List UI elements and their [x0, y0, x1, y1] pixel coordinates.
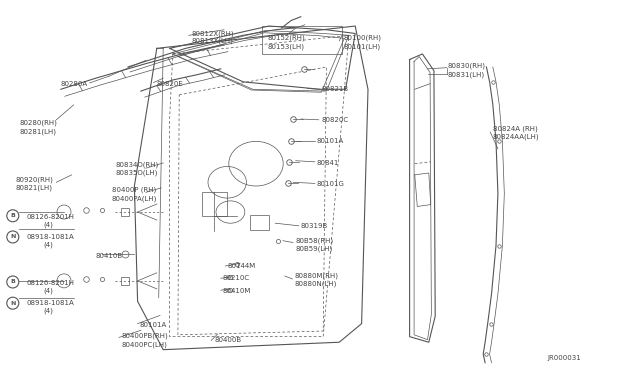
Text: 80820E: 80820E	[157, 81, 184, 87]
Bar	[250, 215, 269, 230]
Text: 80101(LH): 80101(LH)	[343, 43, 380, 50]
Text: 80400B: 80400B	[214, 337, 241, 343]
Text: 80821B: 80821B	[321, 86, 348, 92]
Text: 80410B: 80410B	[96, 253, 123, 259]
Text: 80841: 80841	[317, 160, 339, 166]
Text: 80B58(RH): 80B58(RH)	[296, 238, 334, 244]
Text: 80280(RH): 80280(RH)	[19, 119, 57, 126]
Text: 80210C: 80210C	[223, 275, 250, 281]
Text: B: B	[10, 279, 15, 285]
Text: N: N	[10, 234, 15, 240]
Text: 80830(RH): 80830(RH)	[448, 62, 486, 69]
Text: 80834O(RH): 80834O(RH)	[115, 161, 159, 168]
Text: 08918-1081A: 08918-1081A	[27, 234, 75, 240]
Text: 80820C: 80820C	[321, 117, 348, 123]
Text: (4): (4)	[44, 287, 53, 294]
Text: JR000031: JR000031	[547, 355, 581, 361]
Text: (4): (4)	[44, 308, 53, 314]
Text: 80280A: 80280A	[61, 81, 88, 87]
Text: 80101A: 80101A	[317, 138, 344, 144]
Text: 80400PC(LH): 80400PC(LH)	[122, 341, 168, 348]
Text: B: B	[10, 213, 15, 218]
Text: 80410M: 80410M	[223, 288, 251, 294]
Bar	[121, 208, 129, 216]
Text: 08126-8201H: 08126-8201H	[27, 280, 75, 286]
Text: 80101G: 80101G	[317, 181, 345, 187]
Text: 80400PB(RH): 80400PB(RH)	[122, 333, 168, 339]
Text: 80824AA(LH): 80824AA(LH)	[493, 133, 540, 140]
Text: 08126-8201H: 08126-8201H	[27, 214, 75, 219]
Text: 80821(LH): 80821(LH)	[16, 185, 53, 191]
Text: 80880M(RH): 80880M(RH)	[294, 273, 339, 279]
Text: 80144M: 80144M	[227, 263, 255, 269]
Text: 80812X(RH): 80812X(RH)	[192, 30, 235, 37]
Text: 80400PA(LH): 80400PA(LH)	[112, 195, 157, 202]
Text: 80319B: 80319B	[301, 223, 328, 229]
Text: 80153(LH): 80153(LH)	[268, 43, 305, 50]
Text: 80835O(LH): 80835O(LH)	[115, 170, 157, 176]
Text: 80B59(LH): 80B59(LH)	[296, 246, 333, 253]
Text: (4): (4)	[44, 241, 53, 248]
Text: 80824A (RH): 80824A (RH)	[493, 125, 538, 132]
Text: (4): (4)	[44, 221, 53, 228]
Bar	[262, 26, 342, 54]
Text: 80101A: 80101A	[140, 322, 167, 328]
Text: 80880N(LH): 80880N(LH)	[294, 281, 337, 288]
Bar	[202, 192, 227, 216]
Text: 80281(LH): 80281(LH)	[19, 128, 56, 135]
Text: N: N	[10, 301, 15, 306]
Text: 80831(LH): 80831(LH)	[448, 71, 485, 78]
Text: 80152(RH): 80152(RH)	[268, 35, 305, 41]
Bar	[121, 277, 129, 285]
Text: 80100(RH): 80100(RH)	[343, 35, 381, 41]
Text: 80813X(LH): 80813X(LH)	[192, 38, 234, 44]
Text: 08918-1081A: 08918-1081A	[27, 300, 75, 306]
Text: 80400P (RH): 80400P (RH)	[112, 186, 156, 193]
Text: 80920(RH): 80920(RH)	[16, 176, 54, 183]
